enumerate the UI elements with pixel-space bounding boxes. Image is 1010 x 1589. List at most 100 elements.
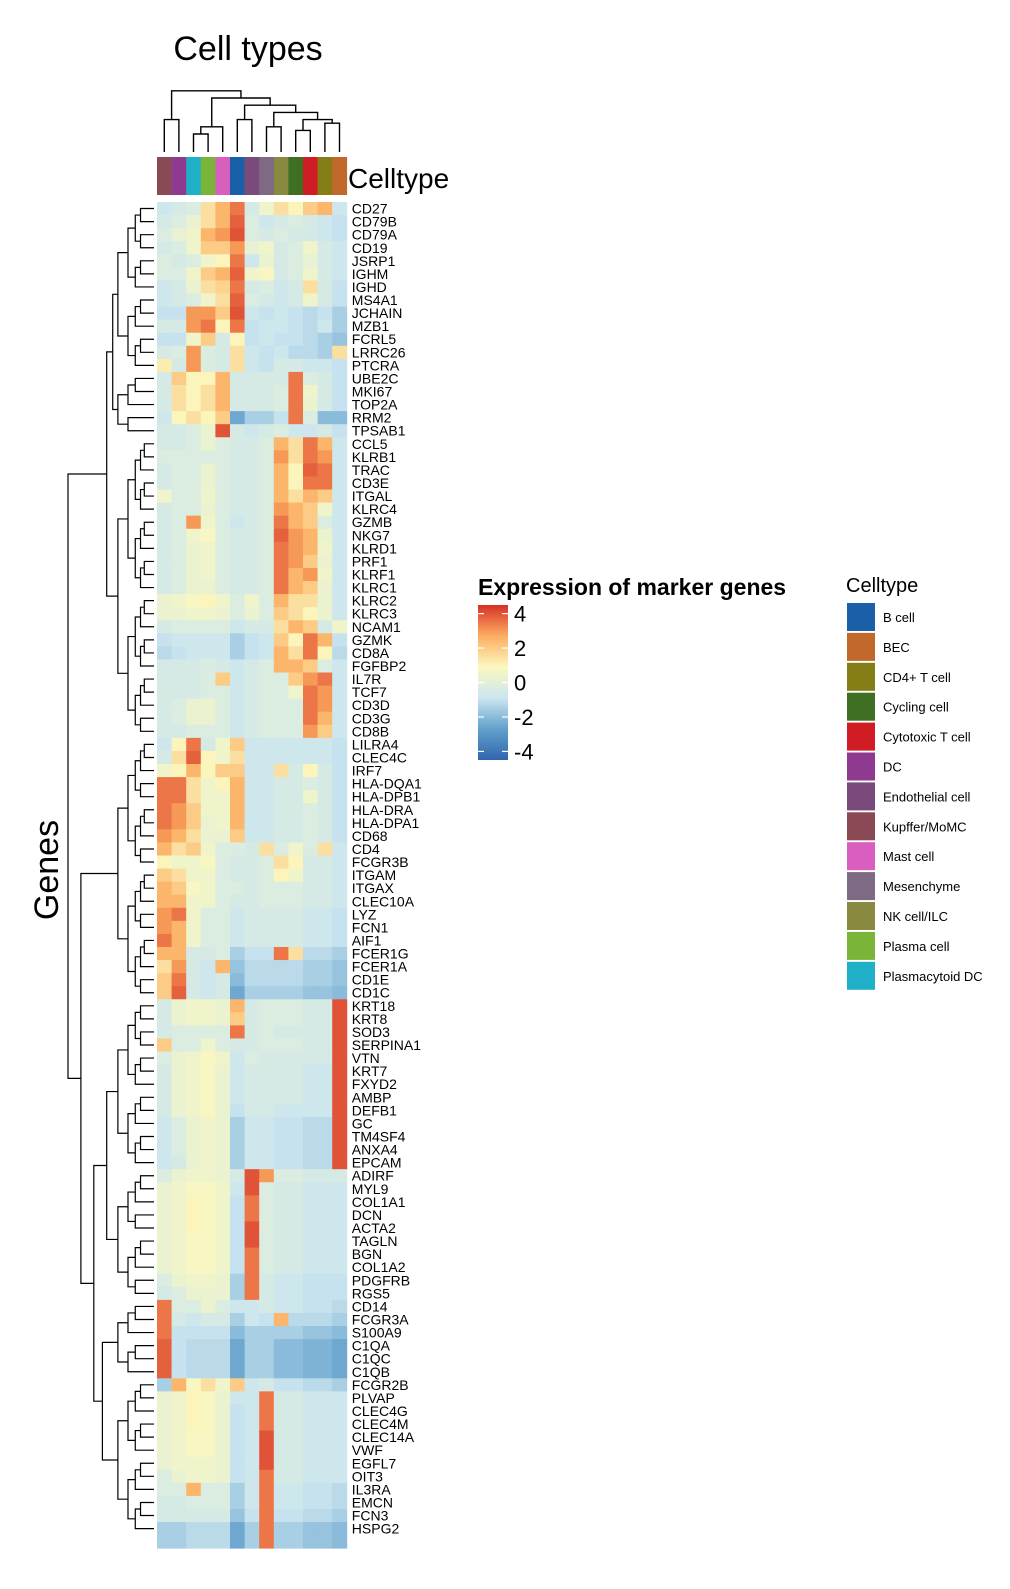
heatmap-cell [171,816,187,830]
heatmap-cell [215,1378,231,1392]
heatmap-cell [200,933,216,948]
heatmap-cell [215,280,231,294]
heatmap-cell [171,1221,187,1235]
heatmap-cell [215,1129,231,1144]
heatmap-cell [259,986,275,1000]
row-dendrogram-link [139,684,154,706]
heatmap-cell [303,1312,318,1327]
heatmap-cell [332,476,348,490]
heatmap-cell [215,1430,231,1445]
heatmap-cell [332,502,348,517]
heatmap-cell [186,855,202,869]
heatmap-cell [259,960,275,974]
heatmap-cell [230,1404,245,1418]
heatmap-cell [317,554,333,569]
heatmap-cell [186,920,202,935]
heatmap-cell [186,306,202,321]
heatmap-cell [200,1234,216,1248]
heatmap-cell [200,646,216,660]
row-dendrogram-link [139,783,154,798]
heatmap-cell [244,1143,260,1157]
heatmap-cell [244,254,260,268]
heatmap-cell [200,1535,216,1549]
heatmap-cell [200,607,216,621]
heatmap-cell [157,1195,172,1209]
heatmap-cell [215,306,231,321]
heatmap-cell [273,1051,289,1066]
heatmap-cell [273,554,289,569]
heatmap-cell [303,1495,318,1510]
heatmap-cell [215,907,231,922]
heatmap-cell [288,1169,304,1183]
heatmap-cell [303,685,318,700]
heatmap-cell [215,1077,231,1092]
gene-label: CLEC4C [352,749,407,765]
heatmap-cell [317,737,333,752]
gene-label: UBE2C [352,370,399,386]
heatmap-cell [171,1169,187,1183]
heatmap-cell [215,293,231,307]
celltype-legend-label: BEC [883,640,910,655]
heatmap-cell [332,1273,348,1288]
heatmap-cell [303,973,318,987]
heatmap-cell [303,241,318,255]
heatmap-cell [215,1509,231,1523]
heatmap-cell [171,1156,187,1170]
heatmap-cell [332,1103,348,1118]
row-dendrogram-link [139,1135,154,1151]
heatmap-cell [215,594,231,608]
heatmap-cell [273,463,289,477]
heatmap-cell [303,567,318,582]
heatmap-cell [200,1326,216,1340]
heatmap-cell [303,1378,318,1392]
heatmap-cell [215,855,231,869]
heatmap-cell [230,1260,245,1275]
heatmap-cell [200,1469,216,1484]
heatmap-cell [230,489,245,504]
heatmap-cell [200,345,216,360]
gene-label: COL1A2 [352,1259,406,1275]
heatmap-cell [288,554,304,569]
heatmap-cell [317,345,333,360]
heatmap-cell [186,594,202,608]
gene-label: TPSAB1 [352,423,406,439]
row-dendrogram-link [139,1501,154,1517]
heatmap-cell [273,1169,289,1183]
heatmap-cell [157,254,172,268]
heatmap-cell [215,1286,231,1301]
heatmap-cell [157,933,172,948]
column-dendrogram [163,90,341,152]
heatmap-cell [303,306,318,321]
heatmap-cell [171,450,187,464]
heatmap-cell [273,241,289,255]
heatmap-cell [171,215,187,229]
heatmap-cell [186,829,202,843]
heatmap-cell [157,1482,172,1497]
heatmap-cell [157,1260,172,1275]
heatmap-cell [332,215,348,229]
gene-label: CD3D [352,697,390,713]
heatmap-cell [288,215,304,229]
row-dendrogram-link [134,537,141,579]
heatmap-cell [230,476,245,490]
heatmap-cell [244,1430,260,1445]
heatmap-cell [157,960,172,974]
heatmap-cell [317,411,333,425]
heatmap-cell [230,764,245,778]
heatmap-cell [332,685,348,700]
heatmap-cell [259,1352,275,1366]
celltype-annotation-cell [273,157,289,195]
heatmap-cell [273,1339,289,1353]
heatmap-cell [259,476,275,490]
gene-label: IL7R [352,671,382,687]
heatmap-cell [230,672,245,686]
heatmap-cell [317,541,333,556]
heatmap-cell [259,515,275,530]
row-dendrogram [67,207,154,1530]
heatmap-cell [186,1286,202,1301]
heatmap-cell [317,777,333,791]
heatmap-cell [288,1234,304,1248]
heatmap-cell [332,1156,348,1170]
heatmap-cell [332,332,348,347]
heatmap-cell [200,515,216,530]
